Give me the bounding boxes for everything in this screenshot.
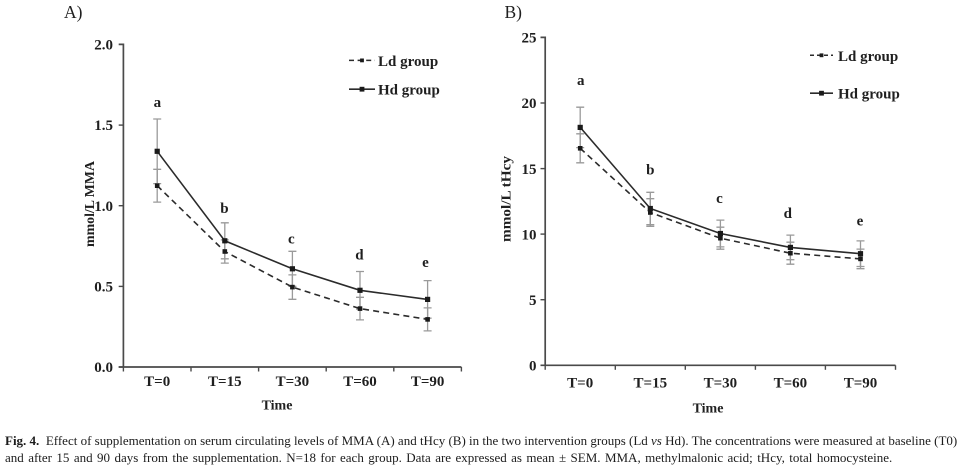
svg-text:a: a: [577, 73, 585, 89]
svg-text:Hd group: Hd group: [378, 83, 440, 99]
svg-text:T=60: T=60: [343, 374, 377, 390]
svg-text:15: 15: [522, 162, 537, 178]
svg-text:2.0: 2.0: [94, 38, 113, 54]
svg-text:5: 5: [529, 293, 537, 309]
svg-text:T=90: T=90: [844, 376, 878, 392]
svg-text:T=60: T=60: [774, 376, 808, 392]
svg-text:1.0: 1.0: [94, 199, 113, 215]
svg-text:B): B): [505, 2, 523, 22]
svg-text:Time: Time: [693, 402, 724, 417]
svg-text:Hd group: Hd group: [838, 87, 900, 103]
svg-text:e: e: [422, 255, 429, 271]
svg-text:b: b: [220, 201, 228, 217]
svg-text:mmol/L MMA: mmol/L MMA: [82, 161, 97, 247]
svg-text:Time: Time: [262, 399, 293, 414]
svg-text:T=90: T=90: [411, 374, 445, 390]
svg-text:T=30: T=30: [704, 376, 738, 392]
svg-text:0.0: 0.0: [94, 360, 113, 376]
svg-text:c: c: [716, 191, 723, 207]
svg-text:0.5: 0.5: [94, 280, 113, 296]
svg-text:Ld group: Ld group: [838, 49, 898, 65]
svg-text:mmol/L tHcy: mmol/L tHcy: [498, 156, 513, 242]
svg-text:b: b: [646, 163, 654, 179]
svg-text:T=0: T=0: [567, 376, 593, 392]
svg-text:d: d: [355, 248, 364, 264]
svg-text:10: 10: [522, 227, 537, 243]
svg-text:25: 25: [522, 31, 537, 47]
svg-text:20: 20: [522, 96, 537, 112]
svg-text:a: a: [154, 95, 162, 111]
svg-text:e: e: [857, 214, 864, 230]
svg-text:A): A): [64, 2, 83, 22]
svg-text:T=0: T=0: [144, 374, 170, 390]
svg-text:Ld group: Ld group: [378, 54, 438, 70]
svg-text:T=15: T=15: [208, 374, 242, 390]
svg-text:d: d: [784, 206, 793, 222]
svg-text:0: 0: [529, 359, 537, 375]
svg-text:1.5: 1.5: [94, 118, 113, 134]
svg-text:c: c: [288, 232, 295, 248]
svg-text:T=15: T=15: [634, 376, 668, 392]
svg-text:T=30: T=30: [276, 374, 310, 390]
